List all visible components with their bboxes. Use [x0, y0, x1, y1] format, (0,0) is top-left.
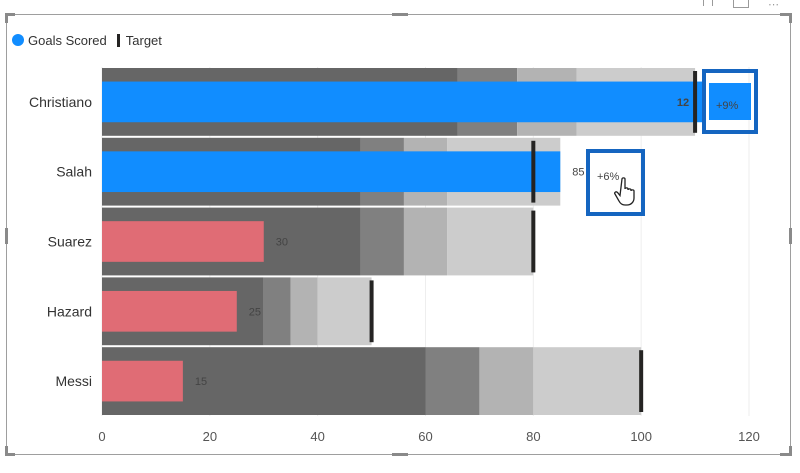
filter-icon[interactable]: [703, 0, 713, 6]
x-tick-label: 60: [418, 429, 432, 444]
legend: Goals Scored Target: [12, 31, 162, 49]
resize-handle-right[interactable]: [789, 228, 792, 244]
x-tick-label: 100: [630, 429, 652, 444]
value-label: 12: [677, 97, 689, 109]
more-options-icon[interactable]: ⋯: [768, 0, 779, 11]
target-marker: [693, 71, 698, 133]
resize-handle-top[interactable]: [392, 13, 408, 16]
goals-bar: [102, 290, 237, 332]
resize-handle-bottom[interactable]: [392, 453, 408, 456]
goals-bar: [102, 360, 183, 402]
resize-handle-bottom-right-v[interactable]: [789, 446, 792, 456]
variance-label: +9%: [716, 100, 739, 112]
x-tick-label: 80: [526, 429, 540, 444]
category-label: Hazard: [47, 303, 92, 319]
band-4: [533, 347, 642, 415]
resize-handle-left[interactable]: [5, 228, 8, 244]
variance-bar: [709, 83, 751, 120]
goals-bar: [102, 151, 561, 193]
hand-cursor-icon: [614, 177, 635, 206]
value-label: 15: [195, 376, 207, 388]
variance-label: +6%: [597, 171, 620, 183]
x-tick-label: 40: [310, 429, 324, 444]
resize-handle-top-left-v[interactable]: [5, 13, 8, 23]
target-marker: [531, 210, 536, 273]
band-2: [425, 347, 480, 415]
category-label: Christiano: [29, 94, 92, 110]
focus-mode-icon[interactable]: [733, 0, 749, 8]
target-marker: [531, 140, 536, 203]
value-label: 25: [249, 306, 261, 318]
legend-goals-label[interactable]: Goals Scored: [28, 32, 107, 48]
target-marker: [639, 350, 644, 412]
legend-target-label[interactable]: Target: [125, 32, 162, 48]
x-tick-label: 20: [203, 429, 217, 444]
x-tick-label: 0: [98, 429, 105, 444]
resize-handle-top-right-v[interactable]: [789, 13, 792, 23]
resize-handle-top-left[interactable]: [5, 13, 15, 16]
value-label: 30: [276, 237, 288, 249]
category-label: Salah: [56, 164, 92, 180]
category-label: Messi: [55, 373, 92, 389]
goals-bar: [102, 221, 264, 262]
goals-bar: [102, 81, 706, 123]
resize-handle-bottom-left-v[interactable]: [5, 446, 8, 456]
value-label: 85: [572, 167, 584, 179]
band-4: [447, 207, 534, 276]
highlight-box: [586, 149, 645, 216]
resize-handle-bottom-left[interactable]: [5, 453, 15, 456]
legend-target-marker: [116, 33, 120, 47]
band-2: [263, 277, 291, 346]
band-3: [403, 207, 448, 276]
legend-goals-marker: [12, 34, 24, 46]
target-marker: [369, 280, 374, 343]
highlight-box: [702, 69, 758, 134]
band-2: [360, 207, 404, 276]
band-3: [479, 347, 534, 415]
band-4: [317, 277, 372, 346]
category-label: Suarez: [48, 234, 92, 250]
resize-handle-bottom-right[interactable]: [780, 453, 792, 456]
band-3: [290, 277, 318, 346]
x-tick-label: 120: [738, 429, 760, 444]
resize-handle-top-right[interactable]: [780, 13, 792, 16]
